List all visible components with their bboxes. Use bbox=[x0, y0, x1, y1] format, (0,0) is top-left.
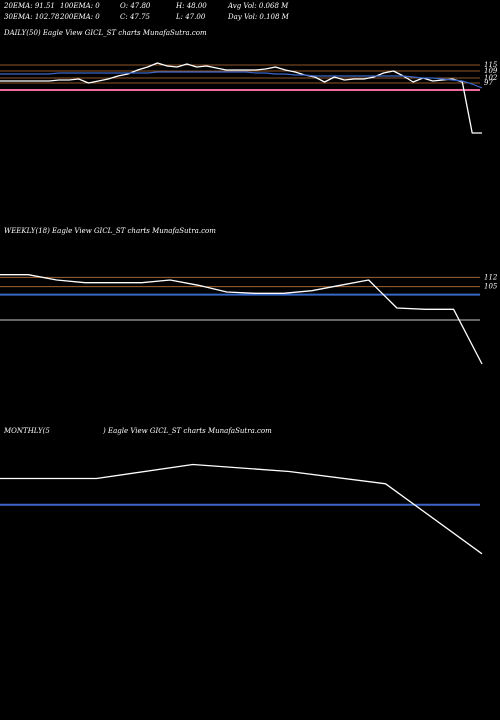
weekly-level-label-1: 105 bbox=[484, 283, 498, 291]
ema30-stat: 30EMA: 102.78 bbox=[4, 13, 60, 21]
daily-level-label-2: 102 bbox=[484, 74, 498, 82]
ema20-stat: 20EMA: 91.51 bbox=[4, 2, 55, 10]
high-stat: H: 48.00 bbox=[176, 2, 207, 10]
low-stat: L: 47.00 bbox=[176, 13, 206, 21]
day-vol-stat: Day Vol: 0.108 M bbox=[228, 13, 289, 21]
daily-panel-title: DAILY(50) Eagle View GICL_ST charts Muna… bbox=[4, 29, 207, 37]
daily-ema-line bbox=[0, 71, 483, 89]
monthly-price-line bbox=[0, 463, 483, 555]
weekly-price-line bbox=[0, 274, 483, 365]
daily-level-label-0: 115 bbox=[484, 61, 498, 69]
daily-level-label-1: 109 bbox=[484, 67, 498, 75]
monthly-panel-title-rest: ) Eagle View GICL_ST charts MunafaSutra.… bbox=[103, 427, 272, 435]
daily-price-line bbox=[0, 62, 482, 134]
open-stat: O: 47.80 bbox=[120, 2, 151, 10]
ema200-stat: 200EMA: 0 bbox=[60, 13, 100, 21]
monthly-panel-title: MONTHLY(5 bbox=[4, 427, 50, 435]
avg-vol-stat: Avg Vol: 0.068 M bbox=[228, 2, 289, 10]
close-stat: C: 47.75 bbox=[120, 13, 150, 21]
weekly-level-label-0: 112 bbox=[484, 273, 498, 281]
weekly-panel-title: WEEKLY(18) Eagle View GICL_ST charts Mun… bbox=[4, 227, 216, 235]
ema100-stat: 100EMA: 0 bbox=[60, 2, 100, 10]
daily-level-label-3: 97 bbox=[484, 79, 493, 87]
